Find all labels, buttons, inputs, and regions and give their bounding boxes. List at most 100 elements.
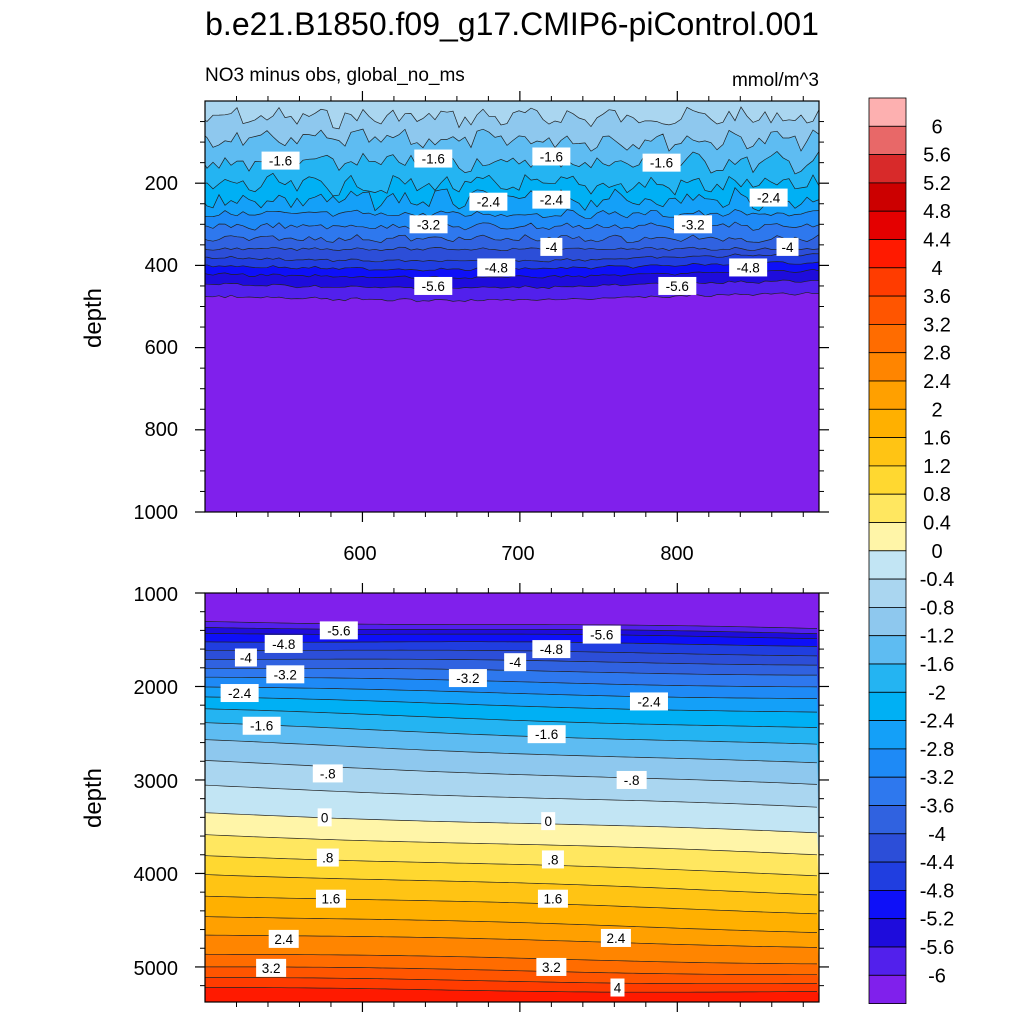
upper-contour-label-text: -3.2 [417,217,440,232]
upper-contour-label: -1.6 [414,149,453,168]
colorbar-swatch [868,267,907,297]
colorbar-label: 4.8 [923,201,951,223]
colorbar-label: -4 [928,824,946,846]
lower-contour-label-text: .8 [322,851,333,866]
lower-plot-frame [204,592,820,1003]
upper-contour-label: -3.2 [674,215,713,234]
lower-contour-label-box [312,764,343,783]
lower-contour-label: -5.6 [319,621,358,640]
colorbar-label: 0.8 [923,484,951,506]
lower-contour-label: 4 [610,978,625,997]
upper-y-tick-label: 400 [145,255,178,277]
lower-contour-line [205,722,818,745]
lower-contour-label-text: -4.8 [540,642,563,657]
upper-contour-lines [205,106,819,303]
upper-contour-label-box [642,153,681,172]
upper-contour-label: -4 [540,237,563,256]
subtitle-left: NO3 minus obs, global_no_ms [205,65,465,86]
lower-contour-label-text: 1.6 [322,892,341,907]
lower-contour-label-box [315,889,346,908]
colorbar-label: 0 [931,541,942,563]
lower-contour-label-text: 1.6 [544,892,563,907]
upper-y-axis-label: depth [80,288,107,348]
colorbar-label: -0.4 [920,569,954,591]
lower-y-axis-label: depth [80,768,107,828]
upper-contour-label-box [532,147,571,166]
lower-contour-label-box [242,716,281,735]
lower-axis-ticks [195,583,829,1012]
colorbar-swatch [868,154,907,184]
upper-contour-label-box [674,215,713,234]
upper-contour-label: -2.4 [532,190,571,209]
colorbar-label: 3.2 [923,314,951,336]
lower-contour-lines [205,621,818,993]
colorbar-swatch [868,182,907,212]
colorbar-swatch [868,720,907,750]
lower-contour-line [205,641,818,647]
colorbar-label: 2.4 [923,371,951,393]
lower-y-tick-label: 4000 [134,864,179,886]
upper-contour-label-box [658,276,697,295]
lower-contour-label-box [268,929,299,948]
lower-contour-line [205,627,818,634]
upper-y-tick-label: 800 [145,419,178,441]
lower-contour-line [205,649,818,657]
lower-contour-line [205,812,818,834]
colorbar-swatch [868,890,907,920]
colorbar-swatch [868,607,907,637]
colorbar-swatch [868,861,907,891]
upper-contour-line [205,268,819,280]
upper-contour-label-box [261,151,300,170]
upper-axis-ticks [195,91,829,522]
lower-contour-line [205,874,818,896]
colorbar-label: 1.2 [923,456,951,478]
lower-contour-label-text: -3.2 [456,671,479,686]
lower-contour-label: 3.2 [256,958,287,977]
colorbar-label: -5.2 [920,909,954,931]
lower-contour-label-box [317,808,332,827]
lower-contour-line [205,784,818,808]
upper-contour-label-box [729,258,768,277]
lower-contour-label-box [220,684,259,703]
colorbar-label: -1.6 [920,654,954,676]
lower-contour-label-box [629,692,668,711]
upper-contour-band [205,292,819,512]
lower-contour-line [205,916,818,933]
lower-contour-line [205,686,818,699]
lower-contour-label: 1.6 [315,889,346,908]
lower-contour-label-box [541,850,564,869]
upper-contour-label: -3.2 [409,215,448,234]
lower-contour-label-box [448,669,487,688]
colorbar-swatch [868,974,907,1004]
colorbar-swatch [868,323,907,354]
colorbar-swatch [868,437,907,467]
lower-contour-labels: -5.6 -5.6 -4.8 -4.8 -4 -4 -3.2 -3.2 -2.4 -2.4 -1.6… [220,621,668,997]
lower-contour-label: -4 [234,648,257,667]
upper-contour-label: -4 [776,237,799,256]
upper-contour-label-text: -4 [782,240,794,255]
colorbar-swatch [868,550,907,580]
lower-contour-label-box [264,634,303,653]
upper-contour-label-text: -1.6 [422,152,445,167]
colorbar-swatch [868,635,907,665]
lower-contour-label-box [234,648,257,667]
lower-contour-label: -2.4 [220,684,259,703]
lower-contour-label: 0 [317,808,332,827]
colorbar-swatch [868,663,907,693]
upper-contour-label-box [477,258,516,277]
lower-contour-label-text: 2.4 [607,931,626,946]
upper-contour-label: -1.6 [642,153,681,172]
colorbar-swatch [868,97,907,127]
upper-contour-label-text: -1.6 [269,154,292,169]
lower-contour-label-text: 3.2 [262,961,281,976]
lower-contour-line [205,855,818,877]
lower-contour-label: -3.2 [448,669,487,688]
colorbar-label: 5.2 [923,173,951,195]
lower-contour-label: -1.6 [527,725,566,744]
colorbar-label: 5.6 [923,145,951,167]
lower-contour-label-text: -5.6 [590,628,613,643]
lower-contour-label: -4.8 [264,634,303,653]
lower-contour-line [205,966,817,976]
lower-contour-label-text: -4 [509,655,521,670]
upper-contour-label-text: -2.4 [540,193,564,208]
